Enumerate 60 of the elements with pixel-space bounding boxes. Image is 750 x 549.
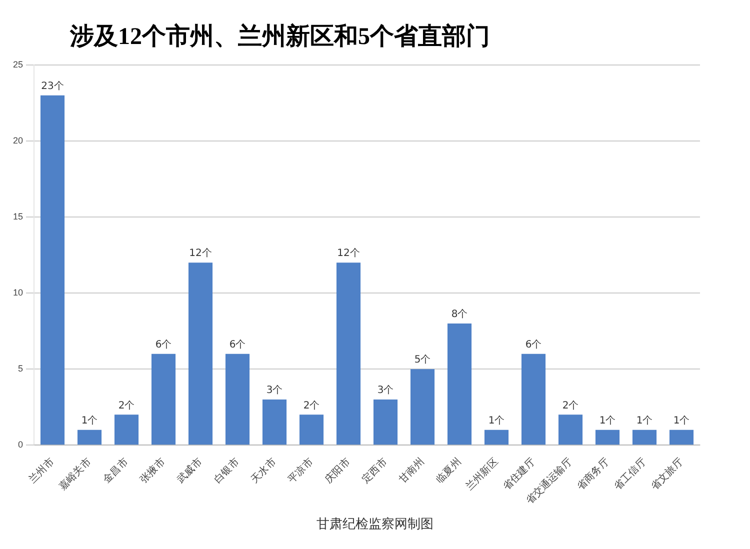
bar (521, 354, 546, 445)
bar (447, 323, 472, 445)
x-tick-label: 白银市 (212, 456, 242, 486)
y-tick-label: 15 (12, 212, 24, 222)
x-tick-label: 嘉峪关市 (56, 456, 94, 493)
bar (669, 430, 694, 445)
bar (188, 262, 213, 445)
x-tick-label: 天水市 (248, 456, 278, 486)
x-tick-label: 张掖市 (138, 456, 168, 486)
data-label: 12个 (337, 247, 360, 260)
x-tick-label: 省工信厅 (612, 456, 648, 493)
data-label: 1个 (673, 414, 690, 426)
x-tick-label: 省文旅厅 (648, 456, 686, 493)
data-label: 23个 (41, 80, 64, 92)
bar (632, 430, 657, 445)
bar (558, 414, 583, 445)
x-tick-label: 平凉市 (286, 456, 316, 486)
x-tick-label: 省商务厅 (574, 456, 612, 493)
bar (373, 399, 398, 445)
bar (114, 414, 139, 445)
bar (77, 430, 102, 445)
data-label: 6个 (155, 338, 172, 350)
chart-title: 涉及12个市州、兰州新区和5个省直部门 (70, 22, 490, 52)
x-tick-label: 兰州新区 (464, 456, 500, 493)
x-tick-label: 金昌市 (100, 456, 130, 486)
bar (336, 262, 361, 445)
bar (410, 369, 435, 445)
data-label: 3个 (266, 384, 283, 396)
text: 甘肃纪检监察网制图 (316, 515, 434, 533)
x-tick-label: 武威市 (174, 456, 204, 486)
bar (40, 95, 65, 445)
data-label: 2个 (562, 399, 579, 412)
x-tick-label: 临夏州 (434, 456, 464, 486)
y-tick-label: 20 (12, 136, 24, 146)
data-label: 2个 (118, 399, 135, 412)
y-tick-label: 25 (12, 59, 24, 70)
x-tick-label: 定西市 (360, 456, 390, 486)
bar (262, 399, 287, 445)
data-label: 6个 (229, 338, 246, 350)
data-label: 12个 (189, 247, 212, 260)
data-label: 1个 (488, 414, 505, 426)
data-label: 1个 (81, 414, 98, 426)
x-tick-label: 兰州市 (26, 456, 56, 486)
x-tick-label: 甘南州 (396, 456, 426, 486)
data-label: 8个 (451, 308, 468, 320)
y-tick-label: 0 (18, 440, 24, 450)
data-label: 5个 (414, 354, 431, 366)
bar (299, 414, 324, 445)
data-label: 1个 (636, 414, 653, 426)
bar (484, 430, 509, 445)
data-label: 2个 (303, 399, 320, 412)
bar (595, 430, 620, 445)
data-label: 6个 (525, 338, 542, 350)
data-label: 3个 (377, 384, 394, 396)
bar (225, 354, 250, 445)
bar (151, 354, 176, 445)
x-tick-label: 庆阳市 (322, 456, 352, 486)
y-tick-label: 10 (12, 288, 24, 298)
data-label: 1个 (599, 414, 616, 426)
y-tick-label: 5 (18, 364, 24, 374)
